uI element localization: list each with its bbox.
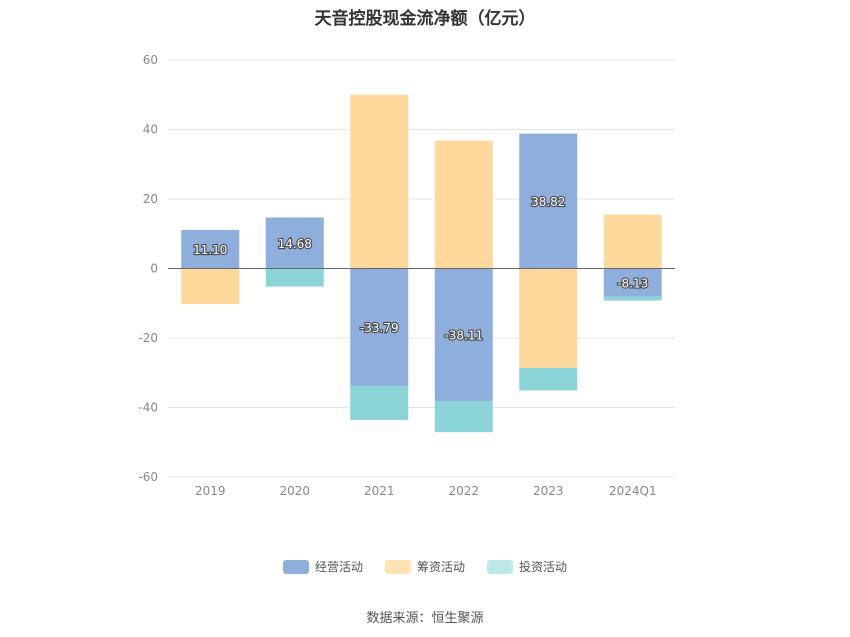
data-labels: 11.10 14.68 -33.79 -38.11 38.82 -8.13 — [192, 194, 649, 344]
x-tick-label: 2021 — [364, 484, 395, 498]
x-tick-label: 2022 — [448, 484, 479, 498]
bar-1-2019 — [181, 268, 240, 304]
y-tick-label: -20 — [138, 331, 158, 345]
x-tick-label: 2024Q1 — [609, 484, 657, 498]
bar-0-2019 — [181, 229, 240, 269]
data-label: -38.11 — [444, 329, 483, 343]
bar-0-2024Q1 — [603, 268, 662, 297]
chart-title: 天音控股现金流净额（亿元） — [314, 9, 536, 29]
data-label: 14.68 — [278, 237, 312, 251]
y-axis-ticks: 60 40 20 0 -20 -40 -60 — [138, 53, 158, 484]
legend-item-investing[interactable]: 投资活动 — [487, 558, 567, 575]
legend-label-investing: 投资活动 — [519, 560, 568, 574]
bars — [181, 94, 662, 433]
grid-lines — [168, 59, 675, 478]
legend-item-financing[interactable]: 筹资活动 — [384, 558, 465, 575]
data-label: -8.13 — [617, 277, 648, 291]
data-label: 38.82 — [531, 195, 565, 209]
x-tick-label: 2020 — [279, 484, 310, 498]
y-tick-label: 20 — [143, 192, 158, 206]
data-label: -33.79 — [360, 321, 399, 335]
data-source: 数据来源：恒生聚源 — [366, 611, 484, 626]
legend-swatch-financing — [384, 559, 411, 574]
legend-label-financing: 筹资活动 — [416, 560, 465, 574]
y-tick-label: 0 — [150, 262, 158, 276]
legend-label-operating: 经营活动 — [314, 560, 363, 574]
bar-2-2021 — [350, 385, 409, 420]
bar-0-2020 — [265, 217, 324, 269]
legend: 经营活动 筹资活动 投资活动 — [0, 558, 850, 575]
bar-2-2020 — [265, 268, 324, 287]
legend-swatch-investing — [487, 559, 513, 574]
bar-0-2021 — [350, 268, 409, 386]
data-label: 11.10 — [193, 243, 227, 257]
bar-1-2023 — [519, 268, 578, 368]
bar-0-2022 — [434, 268, 493, 401]
x-tick-label: 2019 — [195, 484, 226, 498]
y-tick-label: 60 — [143, 53, 158, 67]
bar-0-2023 — [519, 133, 578, 269]
y-tick-label: -60 — [138, 470, 158, 484]
bar-1-2022 — [434, 140, 493, 269]
bar-1-2021 — [350, 94, 409, 269]
y-tick-label: 40 — [143, 123, 158, 137]
bar-1-2024Q1 — [603, 214, 662, 269]
bar-2-2023 — [519, 367, 578, 391]
bar-2-2024Q1 — [603, 296, 662, 301]
legend-item-operating[interactable]: 经营活动 — [282, 558, 363, 575]
x-axis-ticks: 2019 2020 2021 2022 2023 2024Q1 — [195, 484, 657, 498]
x-tick-label: 2023 — [533, 484, 564, 498]
legend-swatch-operating — [282, 559, 309, 574]
cashflow-chart: 60 40 20 0 -20 -40 -60 11.10 14.68 -33.79 -38.11 3… — [138, 53, 675, 498]
y-tick-label: -40 — [138, 401, 158, 415]
bar-2-2022 — [434, 400, 493, 433]
